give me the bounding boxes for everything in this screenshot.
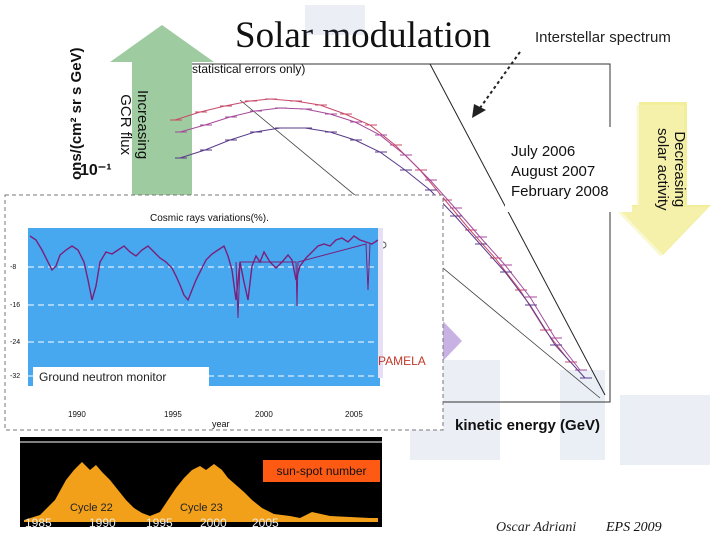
nm-x-tick: 1995	[164, 410, 182, 419]
nm-x-tick: 2005	[345, 410, 363, 419]
interstellar-line	[429, 63, 606, 396]
solar-arrow-line-2: solar activity	[654, 128, 671, 211]
legend-august-2007: August 2007	[511, 163, 596, 180]
sunspot-number-label: sun-spot number	[263, 460, 380, 482]
nm-x-axis-label: year	[212, 419, 230, 429]
neutron-monitor-plot-area	[28, 228, 380, 386]
nm-y-tick: -24	[10, 339, 21, 346]
interstellar-arrow	[472, 51, 521, 118]
solar-arrow-inner	[612, 104, 708, 257]
gcr-arrow-line-1: Increasing	[134, 90, 151, 160]
spectrum-series-february-2008	[175, 127, 592, 379]
nm-x-tick: 1990	[68, 410, 86, 419]
legend-july-2006: July 2006	[511, 143, 576, 160]
spectrum-legend: July 2006 August 2007 February 2008	[505, 127, 632, 212]
sunspot-x-tick: 2005	[252, 516, 279, 530]
solar-activity-arrow-label: Decreasing solar activity	[654, 128, 688, 211]
gcr-arrow-line-2: GCR flux	[117, 94, 134, 156]
interstellar-spectrum-label: Interstellar spectrum	[535, 29, 671, 46]
neutron-monitor-title: Cosmic rays variations(%).	[150, 213, 269, 224]
nm-x-tick: 2000	[255, 410, 273, 419]
cycle-22-label: Cycle 22	[70, 502, 113, 514]
neutron-monitor-line	[29, 235, 379, 302]
spectrum-y-tick-label: 10⁻¹	[80, 162, 112, 179]
sunspot-x-tick: 2000	[200, 516, 227, 530]
cycle-23-label: Cycle 23	[180, 502, 223, 514]
spectrum-series-august-2007	[175, 107, 587, 371]
solar-arrow-line-1: Decreasing	[671, 131, 688, 208]
sunspot-area	[24, 462, 378, 522]
gcr-flux-arrow	[110, 25, 214, 212]
nm-y-tick: -32	[10, 373, 21, 380]
spectrum-x-axis-label: kinetic energy (GeV)	[455, 417, 601, 434]
nm-y-tick: -16	[10, 302, 21, 309]
neutron-monitor-gridlines	[28, 266, 440, 377]
pamela-label: PAMELA	[378, 354, 426, 368]
statistical-errors-note: (statistical errors only)	[188, 62, 306, 76]
pamela-period-band	[378, 228, 383, 378]
sunspot-x-tick: 1995	[146, 516, 173, 530]
sunspot-x-tick: 1990	[89, 516, 116, 530]
slide-title: Solar modulation	[235, 15, 491, 56]
conference-name: EPS 2009	[606, 520, 662, 535]
neutron-monitor-spikes	[235, 243, 371, 319]
sunspot-x-tick: 1985	[25, 516, 52, 530]
gcr-flux-arrow-label: Increasing GCR flux	[117, 90, 151, 159]
author-name: Oscar Adriani	[496, 520, 577, 535]
ground-neutron-monitor-label: Ground neutron monitor	[33, 367, 209, 387]
legend-february-2008: February 2008	[511, 183, 609, 200]
nm-y-tick: -8	[10, 264, 17, 271]
